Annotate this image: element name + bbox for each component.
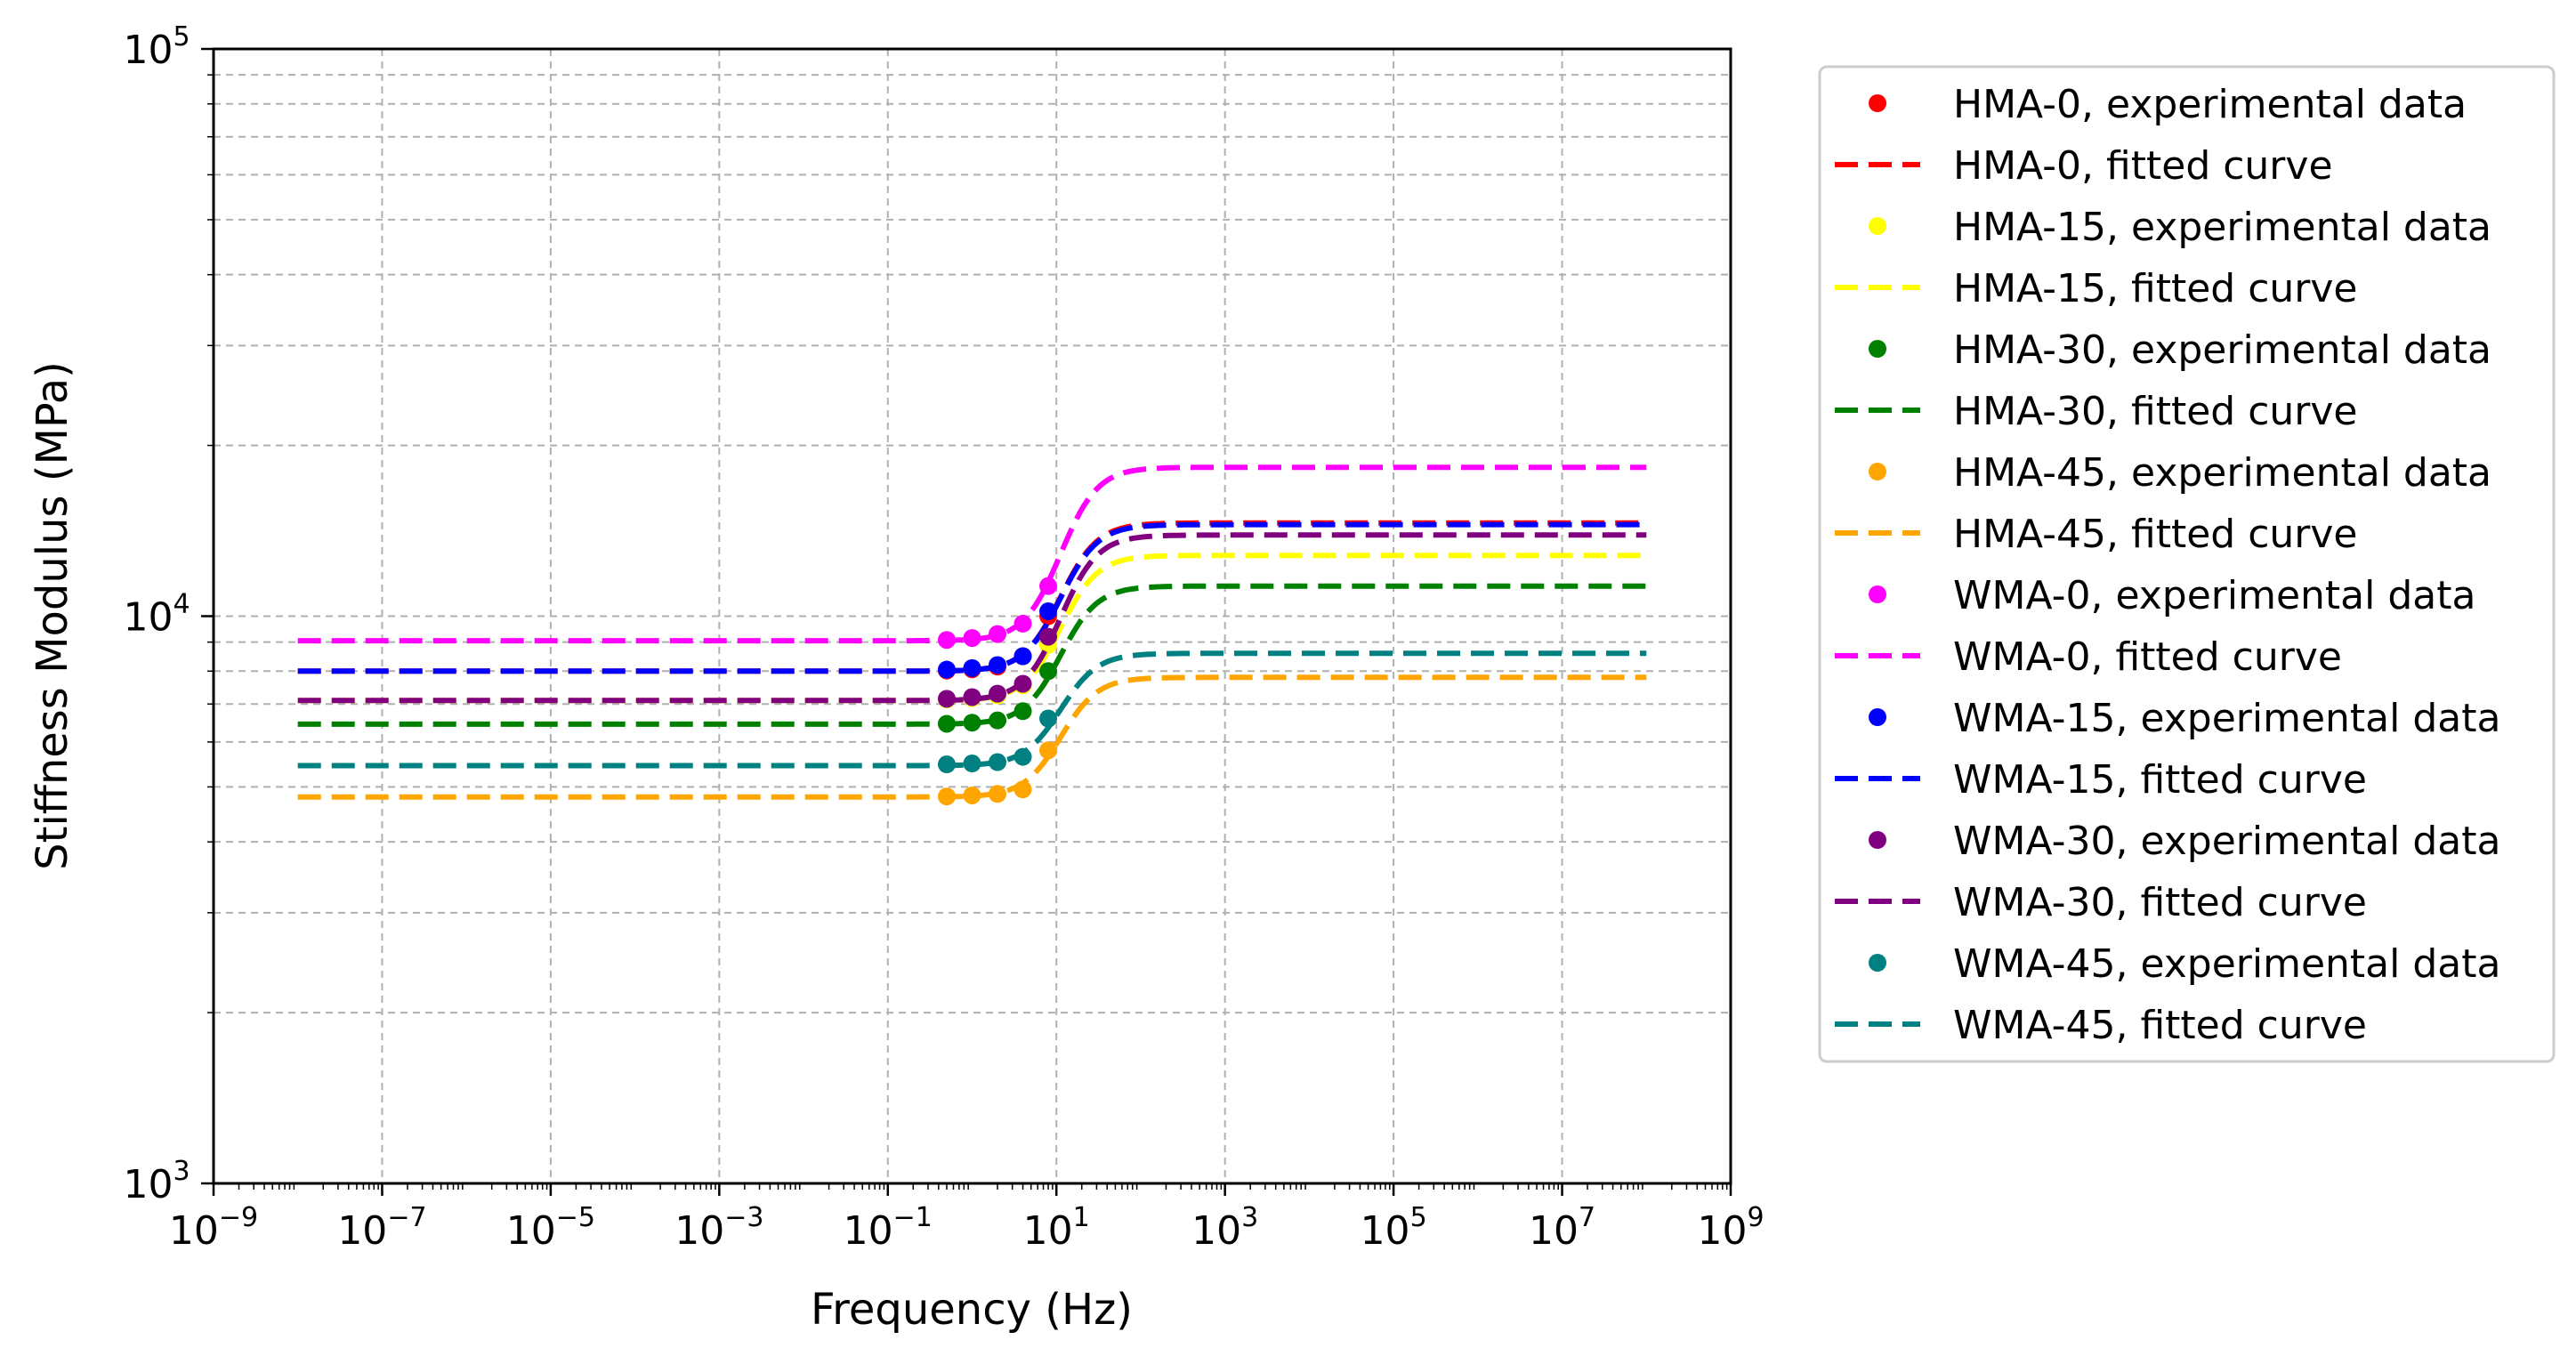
experimental-point — [963, 714, 981, 732]
legend-label: WMA-0, fitted curve — [1953, 634, 2342, 680]
x-tick-label: 10−3 — [674, 1202, 763, 1254]
legend-label: WMA-30, experimental data — [1953, 819, 2500, 864]
series-group — [297, 674, 1647, 806]
legend-label: HMA-15, fitted curve — [1953, 266, 2358, 311]
experimental-point — [937, 714, 956, 733]
grid — [214, 49, 1731, 1183]
experimental-point — [989, 711, 1007, 730]
legend-marker — [1869, 94, 1886, 112]
experimental-point — [1039, 627, 1058, 646]
experimental-point — [963, 688, 981, 706]
legend-label: WMA-45, fitted curve — [1953, 1003, 2367, 1048]
legend-label: HMA-0, fitted curve — [1953, 143, 2333, 189]
legend-marker — [1869, 585, 1886, 603]
experimental-point — [1013, 647, 1032, 666]
series-group — [297, 464, 1647, 650]
legend-label: HMA-30, fitted curve — [1953, 389, 2358, 434]
x-tick-label: 103 — [1191, 1202, 1258, 1254]
experimental-point — [1039, 741, 1058, 760]
experimental-point — [1039, 577, 1058, 595]
experimental-point — [1013, 674, 1032, 693]
legend-label: HMA-45, experimental data — [1953, 450, 2491, 496]
x-tick-label: 10−7 — [337, 1202, 426, 1254]
experimental-point — [1039, 602, 1058, 621]
experimental-point — [963, 658, 981, 677]
experimental-point — [989, 656, 1007, 674]
legend-marker — [1869, 831, 1886, 849]
experimental-point — [1039, 662, 1058, 681]
experimental-point — [989, 684, 1007, 703]
experimental-point — [1013, 780, 1032, 799]
experimental-point — [937, 787, 956, 806]
series-group — [297, 583, 1647, 733]
legend-label: WMA-15, fitted curve — [1953, 757, 2367, 803]
fitted-curve — [297, 583, 1647, 727]
y-tick-label: 105 — [123, 21, 190, 73]
legend-marker — [1869, 954, 1886, 972]
x-tick-label: 109 — [1697, 1202, 1764, 1254]
experimental-point — [989, 625, 1007, 643]
legend-label: HMA-30, experimental data — [1953, 327, 2491, 373]
experimental-point — [963, 786, 981, 804]
series-group — [297, 650, 1647, 774]
experimental-point — [963, 629, 981, 648]
experimental-point — [937, 690, 956, 708]
x-axis-label: Frequency (Hz) — [811, 1285, 1133, 1335]
experimental-point — [1039, 709, 1058, 728]
experimental-point — [1013, 614, 1032, 633]
experimental-point — [963, 755, 981, 773]
x-tick-label: 10−1 — [844, 1202, 933, 1254]
legend-label: WMA-0, experimental data — [1953, 573, 2475, 618]
fitted-curve — [297, 650, 1647, 769]
y-tick-label: 104 — [123, 589, 190, 641]
legend-marker — [1869, 463, 1886, 480]
legend-label: HMA-0, experimental data — [1953, 82, 2467, 127]
x-tick-label: 10−9 — [169, 1202, 258, 1254]
legend-label: HMA-45, fitted curve — [1953, 512, 2358, 557]
legend-marker — [1869, 340, 1886, 358]
x-tick-label: 101 — [1023, 1202, 1090, 1254]
legend-marker — [1869, 708, 1886, 726]
experimental-point — [989, 785, 1007, 803]
experimental-point — [989, 753, 1007, 771]
legend-label: WMA-30, fitted curve — [1953, 880, 2367, 925]
x-tick-label: 105 — [1361, 1202, 1427, 1254]
fitted-curve — [297, 520, 1647, 674]
plot-series — [297, 464, 1647, 806]
legend-label: WMA-45, experimental data — [1953, 941, 2500, 987]
experimental-point — [1013, 747, 1032, 766]
series-group — [297, 521, 1647, 679]
x-tick-label: 10−5 — [506, 1202, 595, 1254]
experimental-point — [937, 631, 956, 650]
experimental-point — [937, 660, 956, 679]
axis-ticks: 10−9 10−7 10−5 10−3 10−1 101 103 105 107 109 103 10… — [123, 21, 1764, 1254]
experimental-point — [1013, 702, 1032, 721]
fitted-curve — [297, 521, 1647, 674]
series-group — [297, 532, 1647, 708]
legend-label: HMA-15, experimental data — [1953, 205, 2491, 250]
legend-marker — [1869, 217, 1886, 235]
fitted-curve — [297, 674, 1647, 800]
y-axis-label: Stiffness Modulus (MPa) — [28, 361, 77, 870]
y-tick-label: 103 — [123, 1156, 190, 1207]
experimental-point — [937, 755, 956, 774]
fitted-curve — [297, 532, 1647, 704]
x-tick-label: 107 — [1529, 1202, 1595, 1254]
legend: HMA-0, experimental data HMA-0, fitted cu… — [1818, 65, 2556, 1063]
legend-frame — [1818, 65, 2556, 1063]
legend-label: WMA-15, experimental data — [1953, 696, 2500, 741]
fitted-curve — [297, 464, 1647, 644]
